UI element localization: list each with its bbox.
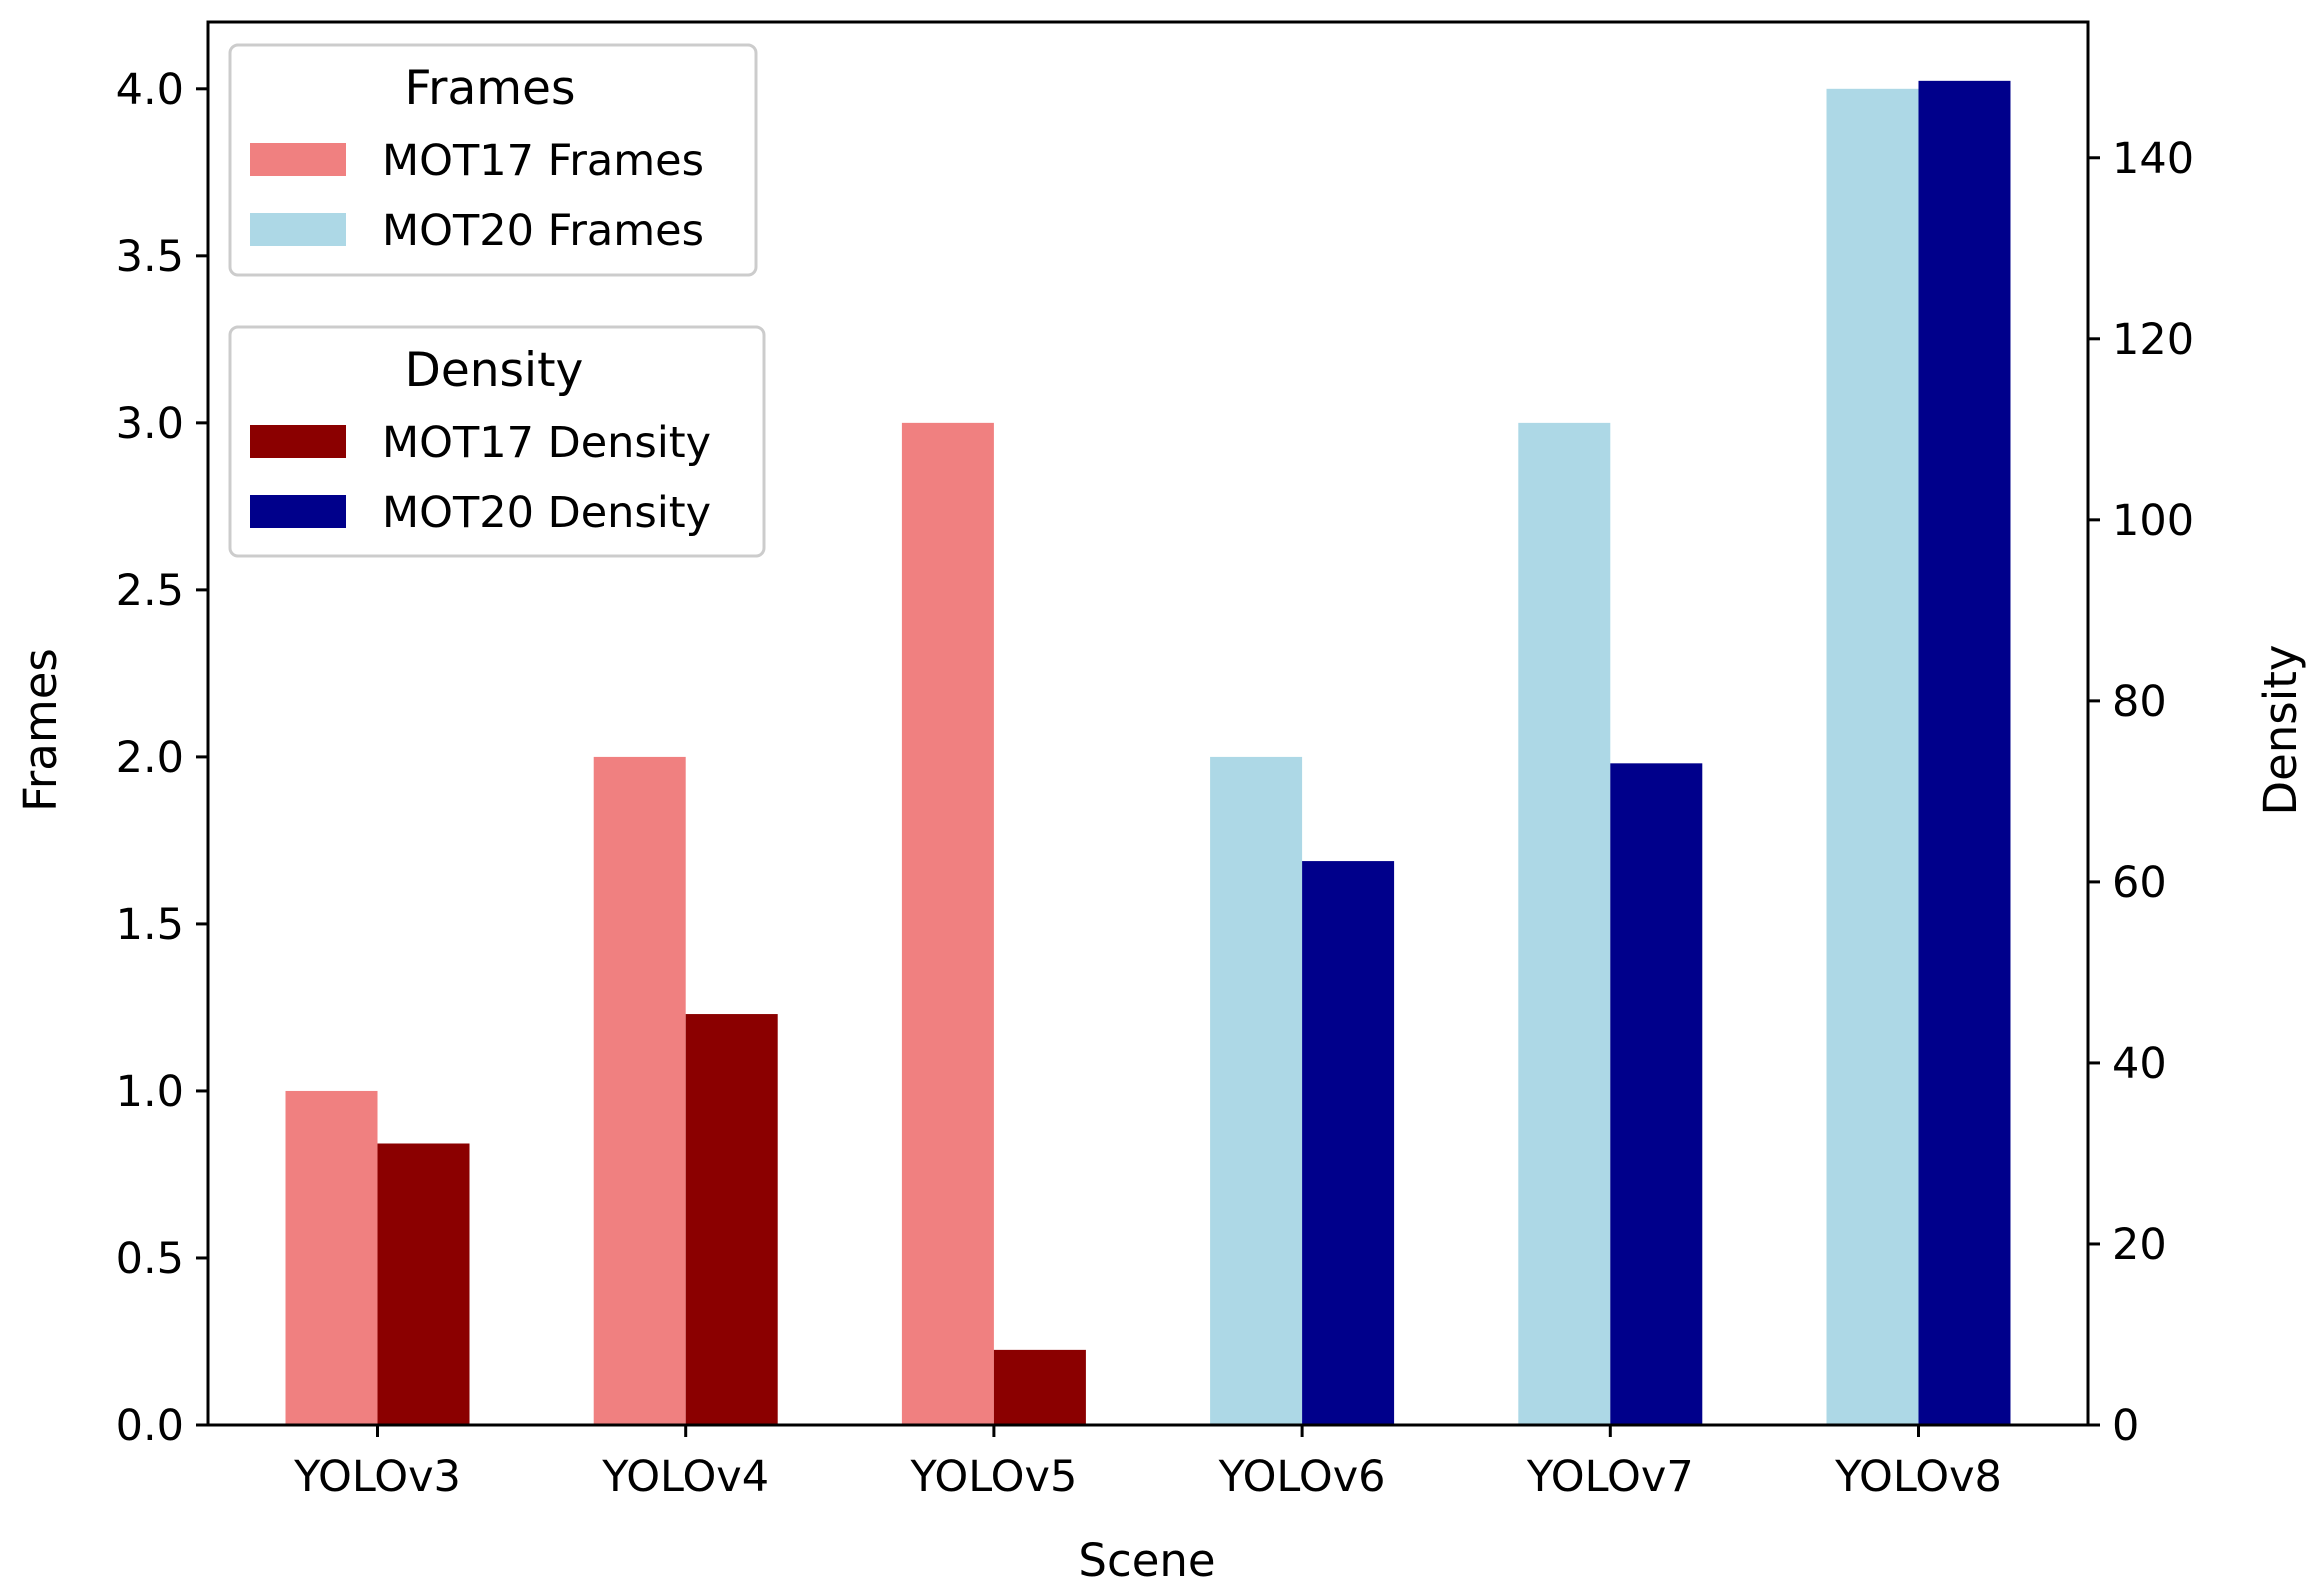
legend-swatch-mot20-density: [250, 495, 346, 528]
legend-title-frames: Frames: [405, 61, 576, 116]
legend-swatch-mot17-density: [250, 425, 346, 458]
x-tick-label-yolov6: YOLOv6: [1218, 1452, 1386, 1502]
y2-axis-title: Density: [2254, 644, 2307, 815]
plot-frame: [206, 20, 2090, 1427]
bar-mot17-frames-yolov4: [593, 756, 686, 1425]
right-tick-label: 120: [2112, 315, 2194, 365]
legend-label-mot17-density: MOT17 Density: [382, 418, 711, 468]
bar-mot17-density-yolov5: [993, 1349, 1086, 1425]
right-tick-label: 20: [2112, 1220, 2167, 1270]
legends-layer: Frames MOT17 Frames MOT20 Frames Density MOT…: [228, 43, 766, 558]
x-axis-title: Scene: [1078, 1534, 1215, 1587]
bar-mot17-density-yolov4: [685, 1014, 778, 1425]
left-tick-label: 1.5: [116, 900, 184, 950]
legend-label-mot20-density: MOT20 Density: [382, 488, 711, 538]
bar-mot17-density-yolov3: [377, 1143, 470, 1425]
left-tick-label: 2.0: [116, 733, 184, 783]
right-tick-label: 0: [2112, 1401, 2139, 1451]
left-tick-label: 1.0: [116, 1067, 184, 1117]
right-tick-label: 100: [2112, 496, 2194, 546]
bar-mot17-frames-yolov5: [901, 422, 994, 1425]
bar-mot20-density-yolov7: [1610, 763, 1703, 1425]
left-tick-label: 2.5: [116, 566, 184, 616]
bar-mot20-frames-yolov6: [1210, 756, 1303, 1425]
y-axis-title: Frames: [14, 648, 67, 812]
right-tick-label: 40: [2112, 1039, 2167, 1089]
x-tick-label-yolov7: YOLOv7: [1526, 1452, 1694, 1502]
bar-mot20-density-yolov6: [1302, 861, 1395, 1425]
left-tick-label: 3.5: [116, 232, 184, 282]
bar-mot20-density-yolov8: [1918, 80, 2011, 1426]
left-ticks: 0.0 0.5 1.0 1.5 2.0 2.5 3.0 3.5 4.0: [116, 65, 208, 1451]
left-tick-label: 4.0: [116, 65, 184, 115]
bar-mot20-frames-yolov8: [1826, 88, 1919, 1425]
left-tick-label: 3.0: [116, 399, 184, 449]
legend-swatch-mot20-frames: [250, 213, 346, 246]
legend-label-mot17-frames: MOT17 Frames: [382, 136, 704, 186]
bar-mot20-frames-yolov7: [1518, 422, 1611, 1425]
x-tick-label-yolov5: YOLOv5: [909, 1452, 1077, 1502]
bar-mot17-frames-yolov3: [285, 1090, 378, 1425]
right-tick-label: 80: [2112, 677, 2167, 727]
legend-box-frames: [228, 43, 758, 277]
legend-swatch-mot17-frames: [250, 143, 346, 176]
x-tick-label-yolov4: YOLOv4: [601, 1452, 769, 1502]
legend-box-density: [228, 325, 766, 558]
right-ticks: 0 20 40 60 80 100 120 140: [2088, 134, 2194, 1451]
right-tick-label: 140: [2112, 134, 2194, 184]
right-tick-label: 60: [2112, 858, 2167, 908]
legend-label-mot20-frames: MOT20 Frames: [382, 206, 704, 256]
bars-layer: [285, 80, 2011, 1426]
left-tick-label: 0.5: [116, 1234, 184, 1284]
left-tick-label: 0.0: [116, 1401, 184, 1451]
axes-layer: [206, 20, 2090, 1427]
x-tick-label-yolov8: YOLOv8: [1834, 1452, 2002, 1502]
x-ticks: YOLOv3 YOLOv4 YOLOv5 YOLOv6 YOLOv7 YOLOv8: [293, 1425, 2002, 1502]
x-tick-label-yolov3: YOLOv3: [293, 1452, 461, 1502]
legend-title-density: Density: [405, 343, 584, 398]
